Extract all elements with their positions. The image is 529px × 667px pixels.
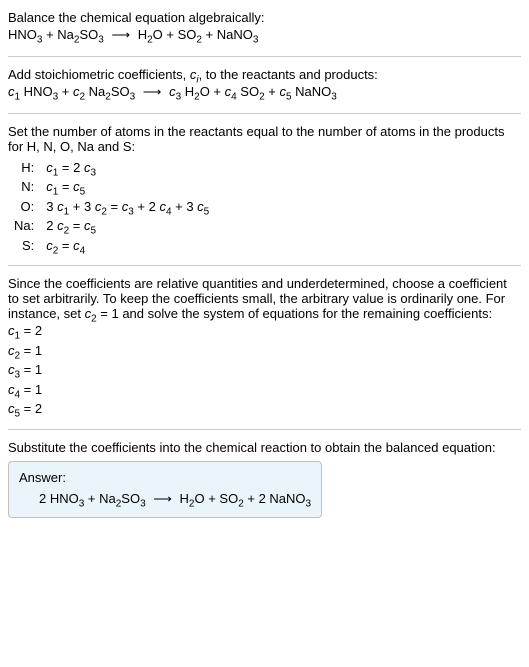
intro-reaction: HNO3 + Na2SO3 ⟶ H2O + SO2 + NaNO3 [8,25,521,46]
table-row: S: c2 = c4 [8,236,215,256]
atom-eq: 3 c1 + 3 c2 = c3 + 2 c4 + 3 c5 [40,197,215,217]
answer-equation: 2 HNO3 + Na2SO3 ⟶ H2O + SO2 + 2 NaNO3 [19,489,311,510]
stoich-text: Add stoichiometric coefficients, ci, to … [8,67,521,82]
stoich-reaction: c1 HNO3 + c2 Na2SO3 ⟶ c3 H2O + c4 SO2 + … [8,82,521,103]
coeff-line: c3 = 1 [8,360,521,380]
solve-section: Since the coefficients are relative quan… [8,270,521,425]
result-section: Substitute the coefficients into the che… [8,434,521,525]
atom-eq: c2 = c4 [40,236,215,256]
atom-eq: c1 = c5 [40,177,215,197]
atom-label: N: [8,177,40,197]
answer-box: Answer: 2 HNO3 + Na2SO3 ⟶ H2O + SO2 + 2 … [8,461,322,519]
atoms-table: H: c1 = 2 c3 N: c1 = c5 O: 3 c1 + 3 c2 =… [8,158,215,256]
coeff-line: c1 = 2 [8,321,521,341]
table-row: N: c1 = c5 [8,177,215,197]
atoms-section: Set the number of atoms in the reactants… [8,118,521,262]
atom-label: O: [8,197,40,217]
coeff-line: c4 = 1 [8,380,521,400]
stoich-section: Add stoichiometric coefficients, ci, to … [8,61,521,109]
answer-label: Answer: [19,470,311,485]
atom-label: S: [8,236,40,256]
separator [8,56,521,57]
solve-text: Since the coefficients are relative quan… [8,276,521,321]
coeff-line: c2 = 1 [8,341,521,361]
separator [8,113,521,114]
intro-section: Balance the chemical equation algebraica… [8,4,521,52]
atom-eq: c1 = 2 c3 [40,158,215,178]
atoms-text: Set the number of atoms in the reactants… [8,124,521,154]
intro-title: Balance the chemical equation algebraica… [8,10,521,25]
separator [8,429,521,430]
stoich-text-suffix: , to the reactants and products: [199,67,378,82]
table-row: O: 3 c1 + 3 c2 = c3 + 2 c4 + 3 c5 [8,197,215,217]
table-row: H: c1 = 2 c3 [8,158,215,178]
separator [8,265,521,266]
table-row: Na: 2 c2 = c5 [8,216,215,236]
stoich-sym: ci [190,67,199,82]
coeff-line: c5 = 2 [8,399,521,419]
atom-eq: 2 c2 = c5 [40,216,215,236]
atom-label: Na: [8,216,40,236]
stoich-text-prefix: Add stoichiometric coefficients, [8,67,190,82]
atom-label: H: [8,158,40,178]
result-text: Substitute the coefficients into the che… [8,440,521,455]
